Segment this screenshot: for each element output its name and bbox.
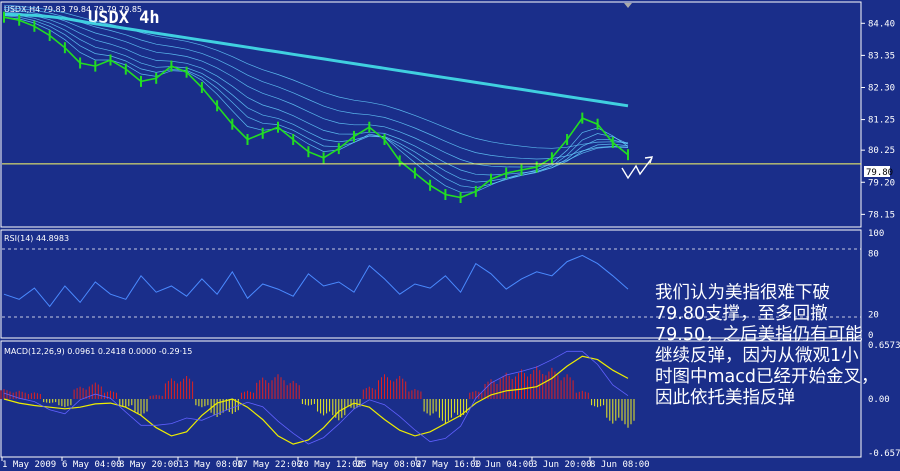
x-tick-label: 1 May 2009 [2,460,56,470]
price-tick-label: 84.40 [868,19,895,29]
ema-line [3,15,629,189]
price-header: USDX,H4 79.83 79.84 79.79 79.85 [4,5,142,14]
rsi-tick-label: 20 [868,311,879,321]
current-price-label: 79.80 [866,168,893,178]
ema-line [3,9,629,168]
price-panel [0,1,862,228]
price-tick-label: 83.35 [868,51,895,61]
macd-main-line [3,350,629,445]
analysis-comment: 我们认为美指很难下破 79.80支撑，至多回撤 79.50，之后美指仍有可能 继续反弹… [655,262,900,430]
x-tick-label: 8 Jun 08:00 [590,460,650,470]
scroll-marker-icon [624,3,632,8]
x-tick-label: 25 May 08:00 [356,460,421,470]
rsi-line [3,254,629,308]
comment-line: 因此依托美指反弹 [655,388,795,408]
price-tick-label: 81.25 [868,116,895,126]
comment-line: 79.50，之后美指仍有可能 [655,325,863,345]
x-tick-label: 3 Jun 20:00 [532,460,592,470]
x-tick-label: 8 May 20:00 [119,460,179,470]
ema-line [3,13,629,183]
rsi-tick-label: 0 [868,331,873,341]
current-price-box [864,166,890,177]
macd-tick-label: -0.6578 [868,449,900,459]
x-tick-label: 13 May 08:00 [178,460,243,470]
comment-line: 我们认为美指很难下破 [655,283,830,303]
ema-line [3,4,629,149]
macd-signal-line [3,355,629,445]
price-tick-label: 79.20 [868,178,895,188]
ema-line [3,16,629,193]
chart-title: USDX 4h [88,8,160,28]
macd-tick-label: 0.6573 [868,341,900,351]
price-series-line [3,16,629,199]
rsi-panel [0,229,862,339]
x-tick-label: 27 May 16:00 [416,460,481,470]
price-tick-label: 82.30 [868,84,895,94]
ema-long-line [3,12,629,108]
macd-header: MACD(12,26,9) 0.0961 0.2418 0.0000 -0.29… [4,347,192,356]
price-tick-label: 78.15 [868,210,895,220]
arrow-annotation [621,157,653,180]
rsi-tick-label: 80 [868,249,879,259]
comment-line: 79.80支撑，至多回撤 [655,304,828,324]
x-tick-label: 1 Jun 04:00 [474,460,534,470]
price-tick-label: 80.25 [868,146,895,156]
x-tick-label: 6 May 04:00 [62,460,122,470]
comment-line: 时图中macd已经开始金叉， [655,367,879,387]
ema-line [3,7,629,160]
comment-line: 继续反弹，因为从微观1小 [655,346,859,366]
x-tick-label: 20 May 12:00 [298,460,363,470]
rsi-header: RSI(14) 44.8983 [4,234,69,243]
macd-tick-label: 0.00 [868,395,890,405]
rsi-tick-label: 100 [868,229,884,239]
ema-line [3,11,629,176]
x-tick-label: 17 May 22:00 [237,460,302,470]
